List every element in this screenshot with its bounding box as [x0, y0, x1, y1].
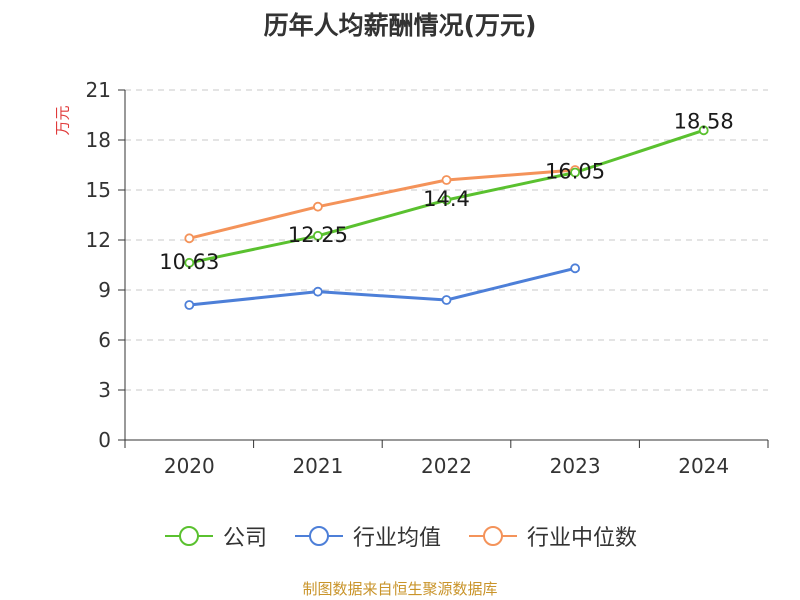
- chart-title: 历年人均薪酬情况(万元): [263, 11, 537, 40]
- data-label: 10.63: [159, 250, 219, 274]
- data-point: [570, 167, 580, 178]
- x-tick-label: 2024: [678, 454, 729, 478]
- y-tick-label: 21: [86, 78, 111, 102]
- y-tick-label: 6: [98, 328, 111, 352]
- data-point: [312, 230, 323, 241]
- data-point: [698, 125, 709, 136]
- y-tick-label: 15: [86, 178, 111, 202]
- legend: 公司 行业均值 行业中位数: [0, 520, 800, 552]
- legend-marker-icon: [469, 526, 517, 546]
- x-tick-label: 2021: [292, 454, 343, 478]
- data-label: 12.25: [288, 223, 348, 247]
- legend-label: 行业中位数: [527, 526, 638, 551]
- legend-marker-icon: [294, 526, 343, 546]
- y-tick-label: 12: [86, 228, 111, 252]
- line-chart: 0 3 6 9 12 15 18 21 2020 2021 2022 2023 2024 10.63 12.…: [86, 78, 769, 478]
- data-point: [184, 300, 195, 310]
- data-point: [441, 195, 452, 205]
- y-tick-label: 0: [98, 428, 111, 452]
- legend-label: 行业均值: [352, 526, 441, 551]
- legend-item[interactable]: 公司: [163, 520, 267, 552]
- series-line-2: [188, 168, 576, 240]
- x-tick-label: 2020: [164, 454, 215, 478]
- data-point: [441, 295, 452, 305]
- legend-item[interactable]: 行业均值: [293, 520, 441, 552]
- x-tick-label: 2023: [550, 454, 601, 478]
- data-point: [312, 286, 323, 297]
- data-point: [184, 257, 195, 268]
- data-label: 18.58: [674, 109, 734, 133]
- series-line-1: [189, 266, 576, 307]
- y-tick-label: 9: [98, 278, 111, 302]
- data-point: [570, 263, 580, 274]
- legend-item[interactable]: 行业中位数: [467, 520, 637, 552]
- data-label: 14.4: [423, 187, 470, 211]
- x-tick-label: 2022: [421, 454, 472, 478]
- legend-marker-icon: [164, 526, 213, 546]
- data-point: [441, 175, 452, 185]
- y-tick-label: 3: [98, 378, 111, 402]
- y-tick-label: 18: [86, 128, 111, 152]
- data-label: 16.05: [545, 160, 605, 184]
- data-point: [184, 233, 195, 244]
- data-point: [312, 201, 323, 212]
- data-source-note: 制图数据来自恒生聚源数据库: [302, 580, 498, 598]
- legend-label: 公司: [222, 526, 267, 551]
